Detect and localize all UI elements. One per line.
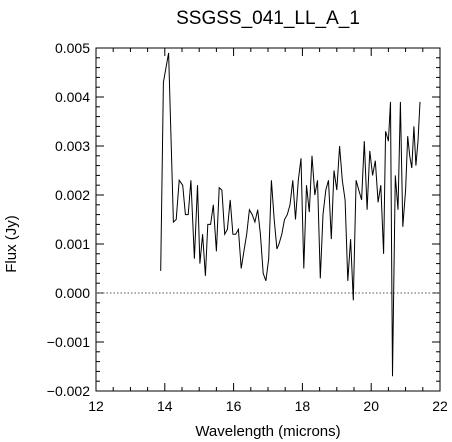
y-tick-label: 0.003 xyxy=(55,138,90,154)
x-tick-label: 22 xyxy=(432,398,448,414)
x-tick-label: 14 xyxy=(157,398,173,414)
y-tick-label: 0.004 xyxy=(55,89,90,105)
series-line xyxy=(160,52,421,377)
y-tick-label: −0.001 xyxy=(47,334,90,350)
y-tick-label: −0.002 xyxy=(47,383,90,399)
y-tick-label: 0.002 xyxy=(55,187,90,203)
axes xyxy=(95,47,441,392)
x-tick-label: 20 xyxy=(363,398,379,414)
series-group xyxy=(160,52,421,377)
y-axis-label: Flux (Jy) xyxy=(3,215,20,273)
y-tick-label: 0.001 xyxy=(55,236,90,252)
x-tick-label: 18 xyxy=(295,398,311,414)
y-tick-label: 0.000 xyxy=(55,285,90,301)
x-tick-label: 12 xyxy=(88,398,104,414)
tick-marks xyxy=(95,47,441,392)
tick-labels: 12 14 16 18 20 22 −0.002 −0.001 0.000 0.001 0.002 0… xyxy=(47,40,448,414)
y-tick-label: 0.005 xyxy=(55,40,90,56)
x-axis-label: Wavelength (microns) xyxy=(195,423,340,440)
chart-title: SSGSS_041_LL_A_1 xyxy=(176,8,360,29)
x-tick-label: 16 xyxy=(226,398,242,414)
plot-frame xyxy=(95,47,441,392)
